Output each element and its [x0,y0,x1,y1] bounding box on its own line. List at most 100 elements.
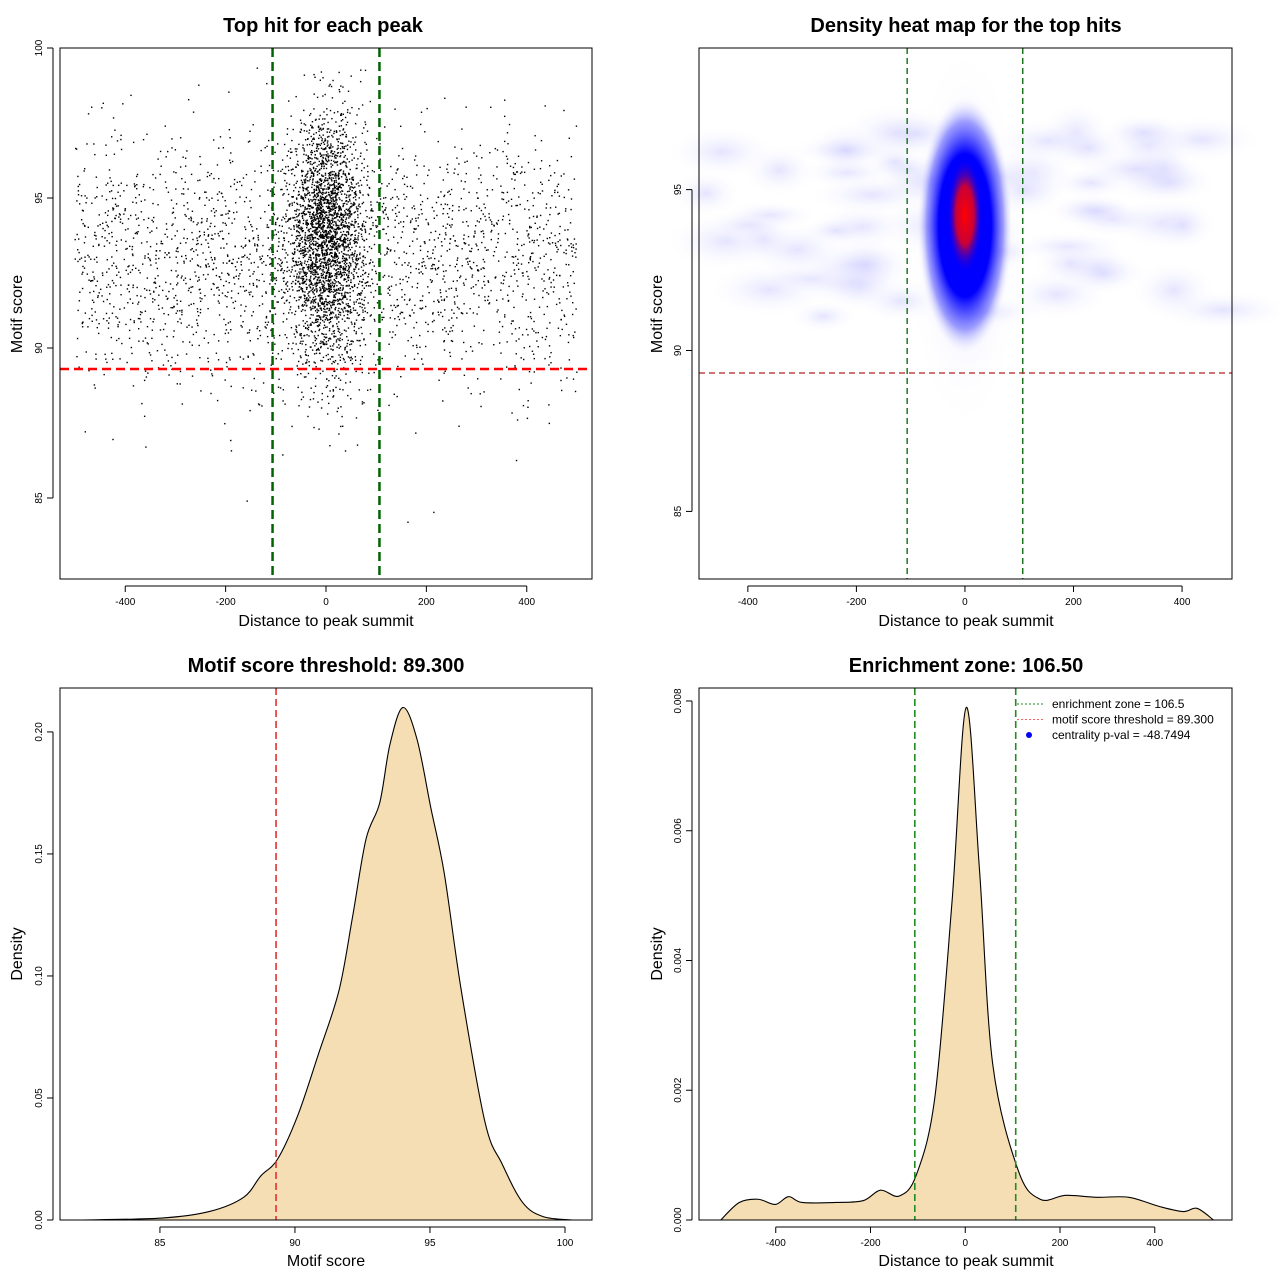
scatter-point [336,203,339,205]
scatter-point [302,281,304,284]
scatter-point [355,199,357,201]
scatter-point [335,299,337,302]
scatter-point [310,247,312,250]
scatter-point [236,261,238,263]
scatter-point [313,274,315,276]
scatter-point [413,312,415,314]
scatter-point [344,348,346,351]
scatter-point [461,265,463,267]
scatter-point [319,318,322,320]
scatter-point [311,172,313,174]
scatter-point [313,289,316,291]
scatter-point [166,254,168,256]
scatter-point [344,294,346,297]
scatter-point [282,277,284,280]
scatter-point [461,312,464,315]
scatter-point [139,272,141,274]
scatter-point [311,236,314,238]
scatter-point [316,171,318,173]
scatter-point [510,275,512,278]
scatter-point [310,149,313,152]
scatter-point [448,190,450,192]
scatter-point [445,227,447,229]
scatter-point [301,181,304,184]
scatter-point [166,298,168,300]
scatter-point [421,265,424,267]
scatter-point [331,200,333,203]
scatter-point [343,267,345,270]
scatter-point [307,170,309,172]
scatter-point [318,118,320,120]
scatter-point [322,281,325,283]
scatter-point [323,143,326,145]
scatter-point [354,230,356,233]
scatter-point [146,325,149,328]
scatter-point [548,404,550,406]
scatter-point [327,219,329,221]
scatter-point [328,135,330,138]
scatter-point [283,172,285,175]
scatter-point [339,266,341,268]
scatter-point [455,289,457,291]
scatter-point [504,314,506,316]
scatter-point [476,378,479,380]
scatter-point [402,225,405,228]
scatter-point [256,285,258,287]
scatter-point [340,231,342,234]
scatter-point [309,238,311,240]
scatter-point [475,243,477,245]
scatter-point [318,134,321,137]
scatter-point [232,301,234,304]
scatter-point [251,230,254,232]
scatter-point [246,332,249,334]
scatter-point [334,231,336,233]
scatter-point [287,290,289,292]
scatter-point [247,216,249,218]
scatter-point [451,309,453,311]
scatter-point [383,274,386,277]
scatter-point [337,338,339,340]
scatter-point [339,345,342,348]
scatter-point [545,223,548,226]
scatter-point [256,279,258,281]
scatter-point [183,204,185,207]
scatter-point [323,167,325,170]
scatter-point [329,300,331,303]
scatter-point [478,167,480,169]
scatter-point [151,230,153,232]
scatter-point [176,230,179,232]
scatter-point [312,174,315,176]
scatter-point [244,290,246,292]
scatter-point [332,189,334,192]
scatter-point [211,375,214,377]
scatter-point [431,267,434,270]
scatter-point [321,211,323,214]
scatter-point [311,298,314,301]
scatter-point [412,345,414,347]
scatter-point [340,235,342,238]
scatter-point [297,367,299,370]
scatter-point [260,165,262,167]
scatter-point [334,261,337,263]
scatter-point [352,143,355,146]
scatter-point [328,219,331,221]
scatter-point [225,280,227,283]
scatter-point [343,156,345,158]
scatter-point [158,294,160,296]
scatter-point [197,222,199,224]
scatter-point [315,256,317,258]
scatter-point [387,216,389,219]
scatter-point [317,318,319,321]
scatter-point [402,158,404,160]
scatter-point [329,223,331,226]
scatter-point [78,300,81,302]
scatter-point [454,265,457,268]
scatter-point [315,168,317,170]
scatter-point [354,203,356,205]
scatter-point [471,247,473,250]
scatter-point [105,358,107,360]
scatter-point [219,136,222,138]
scatter-point [320,174,323,176]
scatter-point [352,307,355,309]
scatter-point [305,376,307,378]
